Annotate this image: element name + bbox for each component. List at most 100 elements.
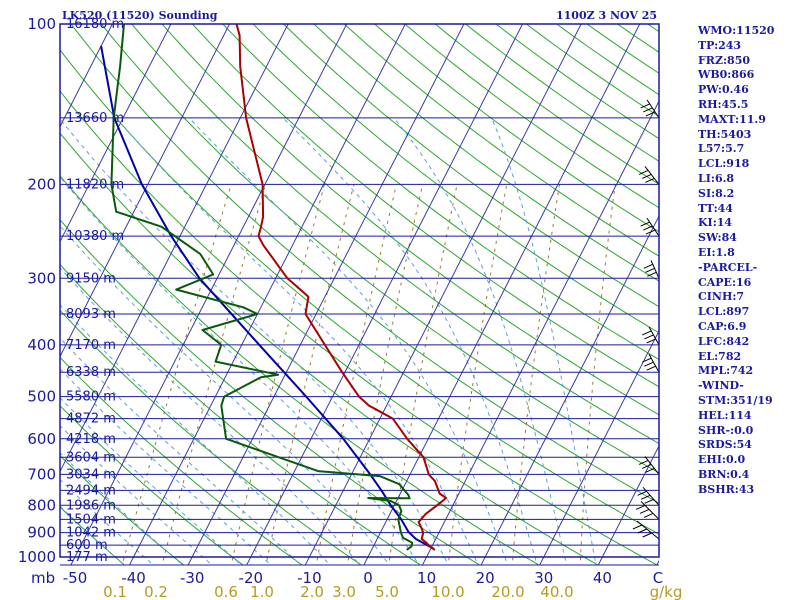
pressure-tick-label: 300	[27, 269, 56, 287]
index-item: SW:84	[698, 231, 737, 245]
mixing-ratio-line	[511, 184, 560, 565]
wind-barb-flag	[641, 357, 652, 363]
wind-barb-flag	[632, 524, 643, 530]
isotherm-line	[304, 24, 582, 565]
wind-barb-flag	[645, 229, 656, 235]
height-label: 4872 m	[66, 412, 116, 427]
pressure-tick-label: 100	[27, 15, 56, 33]
height-label: 11820 m	[66, 177, 124, 192]
wind-barb-flag	[637, 528, 648, 534]
temperature-tick-label: -40	[121, 569, 146, 587]
index-item: -PARCEL-	[698, 260, 758, 274]
height-label: 7170 m	[66, 338, 116, 353]
wind-barb-flag	[640, 221, 650, 227]
dry-adiabat-line	[131, 24, 659, 445]
wind-barb-flag	[637, 490, 647, 496]
wind-barb-flag	[645, 467, 655, 473]
mixing-ratio-line	[265, 184, 355, 565]
station-title: LK520 (11520) Sounding	[62, 9, 218, 22]
moist-adiabat-line	[60, 424, 213, 565]
index-item: WB0:866	[698, 68, 755, 82]
wind-barb-flag	[641, 173, 652, 179]
isotherm-line	[60, 24, 231, 358]
wind-barb-flag	[645, 177, 655, 183]
wind-barb	[636, 520, 660, 540]
temperature-tick-label: 30	[534, 569, 553, 587]
mixing-ratio-line	[579, 184, 616, 565]
dry-adiabat-line	[60, 218, 481, 565]
dry-adiabat-line	[100, 24, 659, 474]
moist-adiabat-line	[60, 176, 420, 565]
index-item: L57:5.7	[698, 142, 745, 156]
dry-adiabat-line	[70, 24, 659, 504]
mixing-ratio-line	[447, 184, 508, 565]
dry-adiabat-line	[252, 24, 659, 334]
height-label: 2494 m	[66, 483, 116, 498]
pressure-tick-label: 200	[27, 175, 56, 193]
moist-adiabat-line	[60, 225, 390, 565]
dewpoint-line	[110, 24, 414, 551]
wind-barb-flag	[644, 361, 654, 367]
moist-adiabat-line	[115, 117, 479, 565]
moist-adiabat-line	[188, 117, 509, 565]
moist-adiabat-line	[60, 397, 243, 565]
height-label: 4218 m	[66, 432, 116, 447]
mixing-ratio-label: 5.0	[375, 583, 399, 600]
moist-adiabat-line	[491, 117, 597, 565]
mixing-ratio-line	[121, 184, 232, 565]
index-item: STM:351/19	[698, 393, 773, 407]
temperature-tick-label: 0	[363, 569, 373, 587]
height-label: 10380 m	[66, 229, 124, 244]
dry-adiabat-line	[191, 24, 659, 388]
wind-barb-flag	[646, 338, 656, 344]
index-item: FRZ:850	[698, 53, 751, 67]
dry-adiabat-line	[60, 132, 599, 565]
mixing-ratio-label: 2.0	[300, 583, 324, 600]
mixing-ratio-label: 20.0	[491, 583, 524, 600]
wind-barb-flag	[643, 512, 654, 518]
temperature-tick-label: -50	[63, 569, 88, 587]
wind-barb-flag	[642, 532, 652, 538]
height-label: 1986 m	[66, 498, 116, 513]
index-item: BRN:0.4	[698, 467, 750, 481]
index-item: EHI:0.0	[698, 453, 746, 467]
wind-barb-flag	[645, 111, 656, 117]
height-label: 600 m	[66, 538, 108, 553]
sounding-profiles	[100, 24, 448, 551]
index-item: TP:243	[698, 38, 742, 52]
moist-adiabat-line	[60, 452, 184, 565]
wind-barb-flag	[638, 169, 649, 175]
isotherm-line	[246, 24, 524, 565]
indices-list: WMO:11520 TP:243 FRZ:850 WB0:866 PW:0.46 RH:4…	[698, 24, 774, 498]
isotherm-line	[539, 329, 659, 565]
isotherm-line	[0, 12, 60, 568]
height-label: 13660 m	[66, 111, 124, 126]
index-item: TT:44	[698, 201, 733, 215]
index-item: PW:0.46	[698, 83, 749, 97]
index-item: SRDS:54	[698, 438, 752, 452]
height-label: 5580 m	[66, 390, 116, 405]
dry-adiabat-line	[60, 454, 185, 565]
temperature-tick-label: 20	[476, 569, 495, 587]
index-item: SHR-:0.0	[698, 423, 754, 437]
temperature-line	[235, 24, 448, 551]
mixing-ratio-label: 40.0	[540, 583, 573, 600]
pressure-tick-label: 400	[27, 336, 56, 354]
mixing-ratio-label: 0.2	[144, 583, 168, 600]
temperature-tick-label: -10	[297, 569, 322, 587]
dry-adiabat-line	[60, 90, 659, 565]
mixing-ratio-line	[388, 184, 458, 565]
index-item: CAPE:16	[698, 275, 752, 289]
wind-barb-flag	[635, 504, 646, 510]
valid-time: 1100Z 3 NOV 25	[556, 9, 658, 22]
index-item: EL:782	[698, 349, 742, 363]
height-label: 16180 m	[66, 17, 124, 32]
wind-barb	[646, 99, 660, 119]
dry-adiabat-line	[343, 24, 659, 257]
temperature-tick-label: 10	[417, 569, 436, 587]
wind-barb	[648, 353, 660, 373]
pressure-unit-label: mb	[31, 569, 55, 587]
index-item: SI:8.2	[698, 186, 735, 200]
wind-barb-flag	[638, 459, 649, 465]
mixing-ratio-line	[315, 184, 397, 565]
